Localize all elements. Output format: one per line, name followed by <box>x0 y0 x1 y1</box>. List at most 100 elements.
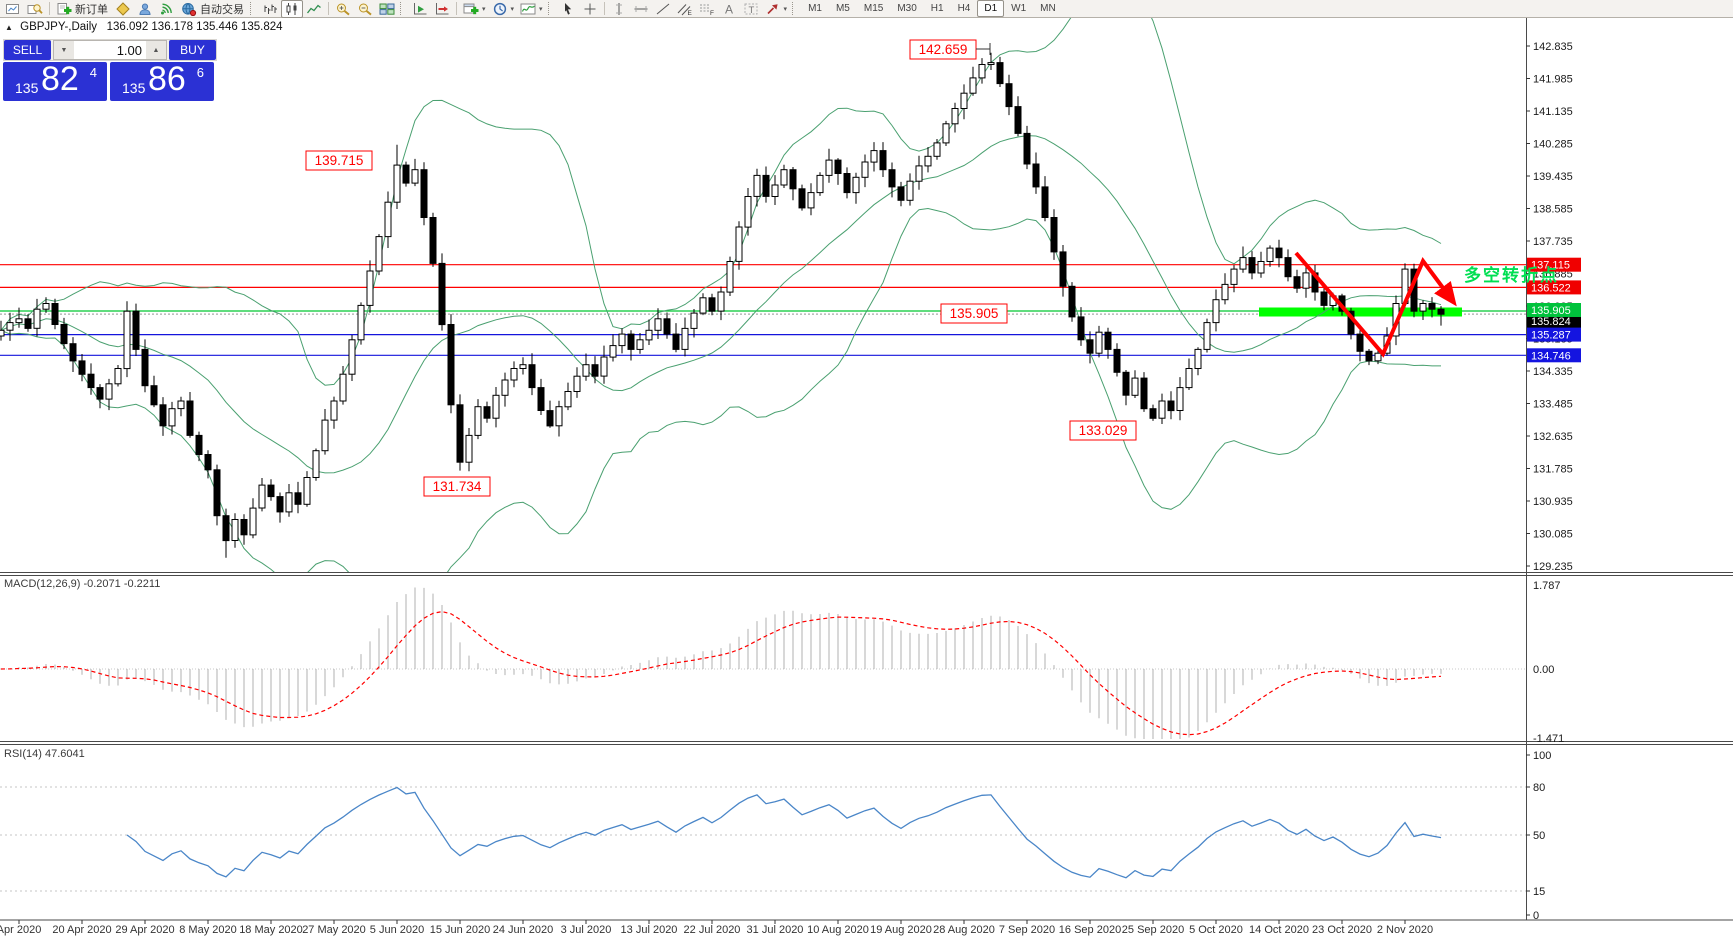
text-label-t-icon[interactable]: T <box>740 0 762 18</box>
svg-text:0: 0 <box>1533 910 1539 922</box>
autotrade-label[interactable]: 自动交易 <box>200 3 244 16</box>
timeframe-button-m5[interactable]: M5 <box>835 3 850 14</box>
timeframe-button-m1[interactable]: M1 <box>808 3 822 14</box>
ohlc-values: 136.092 136.178 135.446 135.824 <box>106 21 283 33</box>
line-chart-icon[interactable] <box>303 0 325 18</box>
svg-text:130.085: 130.085 <box>1533 529 1573 541</box>
new-chart-icon[interactable] <box>460 0 482 18</box>
cursor-icon[interactable] <box>557 0 579 18</box>
collapse-arrow-icon[interactable]: ▲ <box>5 23 13 32</box>
svg-text:1.787: 1.787 <box>1533 580 1561 592</box>
svg-text:142.659: 142.659 <box>919 42 968 57</box>
community-icon[interactable] <box>134 0 156 18</box>
svg-text:135.905: 135.905 <box>950 306 999 321</box>
date-label: 31 Jul 2020 <box>747 924 804 936</box>
auto-scroll-icon[interactable] <box>409 0 431 18</box>
price-badge-135.824: 135.824 <box>1527 314 1581 329</box>
svg-text:F: F <box>710 10 714 16</box>
chart-window-icon[interactable] <box>2 0 24 18</box>
green-pivot-zone[interactable] <box>1259 307 1462 317</box>
trendline-icon[interactable] <box>652 0 674 18</box>
red-zigzag-annotation[interactable] <box>1294 251 1457 358</box>
fibonacci-f-icon[interactable]: F <box>696 0 718 18</box>
svg-text:80: 80 <box>1533 782 1545 794</box>
price-badge-135.287: 135.287 <box>1527 327 1581 342</box>
rsi-plot <box>126 786 1442 879</box>
timeframe-button-w1[interactable]: W1 <box>1011 3 1027 14</box>
svg-text:E: E <box>687 10 692 16</box>
arrows-icon[interactable] <box>762 0 784 18</box>
date-label: 14 Oct 2020 <box>1249 924 1309 936</box>
text-a-icon[interactable]: A <box>718 0 740 18</box>
timeframe-button-m15[interactable]: M15 <box>863 3 884 14</box>
lot-size-input[interactable] <box>74 41 146 59</box>
zoom-out-icon[interactable] <box>354 0 376 18</box>
lot-increase-button[interactable]: ▲ <box>146 41 166 59</box>
callout-142.659: 142.659 <box>909 39 991 60</box>
symbol-period-label: GBPJPY-,Daily <box>20 21 98 33</box>
timeframe-button-mn[interactable]: MN <box>1040 3 1056 14</box>
chart-canvas[interactable]: 142.659 139.715 131.734 133.029 135.905 142.… <box>0 18 1733 939</box>
chart-shift-icon[interactable] <box>431 0 453 18</box>
date-label: 29 Apr 2020 <box>115 924 174 936</box>
svg-text:134.335: 134.335 <box>1533 366 1573 378</box>
lot-decrease-button[interactable]: ▼ <box>54 41 74 59</box>
date-label: 2 Nov 2020 <box>1377 924 1433 936</box>
zoom-in-icon[interactable] <box>332 0 354 18</box>
candle-chart-icon[interactable] <box>281 0 303 18</box>
svg-text:100: 100 <box>1533 750 1551 762</box>
sell-button[interactable]: SELL <box>4 40 51 60</box>
buy-button[interactable]: BUY <box>169 40 216 60</box>
profiles-clock-icon[interactable] <box>489 0 511 18</box>
signals-icon[interactable] <box>156 0 178 18</box>
buy-price-button[interactable]: 135 86 6 <box>110 60 214 101</box>
zoom-window-icon[interactable] <box>24 0 46 18</box>
svg-text:-1.471: -1.471 <box>1533 733 1564 745</box>
channel-e-icon[interactable]: E <box>674 0 696 18</box>
buy-price-pip: 6 <box>196 65 204 80</box>
svg-text:131.734: 131.734 <box>433 479 482 494</box>
sell-price-button[interactable]: 135 82 4 <box>3 60 107 101</box>
bar-chart-icon[interactable] <box>259 0 281 18</box>
timeframe-button-h1[interactable]: H1 <box>930 3 944 14</box>
indicators-icon[interactable] <box>517 0 539 18</box>
hline-icon[interactable] <box>630 0 652 18</box>
svg-text:15: 15 <box>1533 886 1545 898</box>
date-label: 20 Apr 2020 <box>52 924 111 936</box>
date-label: 27 May 2020 <box>302 924 366 936</box>
date-label: 25 Sep 2020 <box>1122 924 1184 936</box>
crosshair-icon[interactable] <box>579 0 601 18</box>
callout-131.734: 131.734 <box>423 476 491 497</box>
new-order-label[interactable]: 新订单 <box>75 3 108 16</box>
svg-text:131.785: 131.785 <box>1533 464 1573 476</box>
price-callout-labels: 142.659 139.715 131.734 133.029 135.905 <box>305 39 1137 497</box>
date-label: 5 Oct 2020 <box>1189 924 1243 936</box>
vline-icon[interactable] <box>608 0 630 18</box>
dropdown-caret-icon[interactable]: ▾ <box>510 5 515 13</box>
macd-plot <box>0 587 1442 739</box>
turning-point-annotation: 多空转折点 <box>1464 266 1559 285</box>
autotrade-icon[interactable] <box>178 0 200 18</box>
dropdown-caret-icon[interactable]: ▾ <box>482 5 486 13</box>
tile-windows-icon[interactable] <box>376 0 398 18</box>
timeframe-button-d1[interactable]: D1 <box>977 0 1005 17</box>
timeframe-button-h4[interactable]: H4 <box>957 3 971 14</box>
svg-text:141.135: 141.135 <box>1533 106 1573 118</box>
price-axis[interactable]: 142.835 141.985 141.135 140.285 139.435 138.5… <box>1526 41 1581 922</box>
svg-text:141.985: 141.985 <box>1533 74 1573 86</box>
date-axis[interactable]: Apr 2020 20 Apr 2020 29 Apr 2020 8 May 2020… <box>0 920 1433 936</box>
dropdown-caret-icon[interactable]: ▾ <box>783 5 788 13</box>
date-label: 13 Jul 2020 <box>621 924 678 936</box>
market-watch-icon[interactable] <box>112 0 134 18</box>
toolbar-grip <box>547 2 553 15</box>
timeframe-button-m30[interactable]: M30 <box>897 3 917 14</box>
new-order-icon[interactable] <box>53 0 75 18</box>
date-label: 7 Sep 2020 <box>999 924 1055 936</box>
panel-borders <box>0 18 1733 921</box>
svg-text:T: T <box>748 5 754 16</box>
svg-text:135.824: 135.824 <box>1531 316 1571 328</box>
sell-price-prefix: 135 <box>15 80 39 96</box>
svg-text:138.585: 138.585 <box>1533 204 1573 216</box>
callout-139.715: 139.715 <box>305 150 373 171</box>
dropdown-caret-icon[interactable]: ▾ <box>539 5 543 13</box>
